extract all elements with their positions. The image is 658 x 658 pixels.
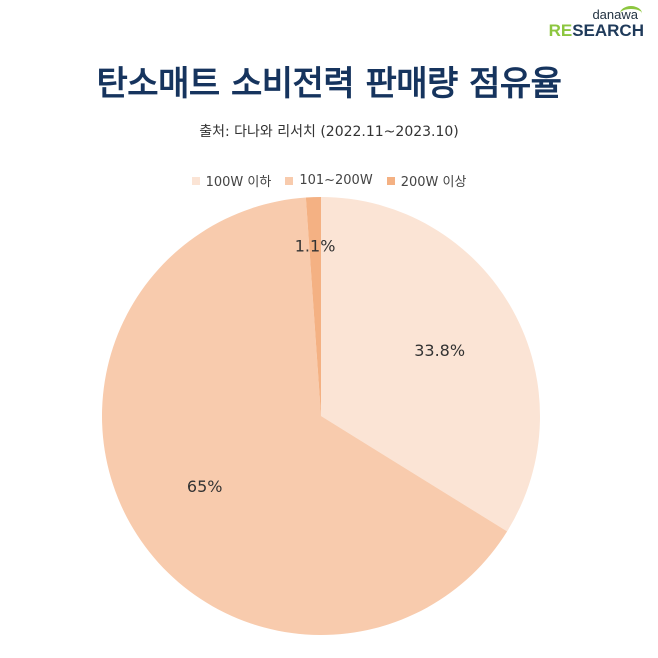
legend-label-2: 200W 이상 (400, 175, 467, 190)
chart-legend: 100W 이하 101~200W 200W 이상 (0, 171, 658, 190)
logo-arc-icon (620, 6, 642, 21)
logo-bottom-text: RESEARCH (544, 22, 644, 39)
legend-label-0: 100W 이하 (205, 175, 272, 190)
danawa-research-logo: danawa RESEARCH (544, 6, 644, 39)
pie-slice-2 (305, 197, 321, 416)
legend-swatch-1 (285, 176, 294, 185)
chart-subtitle: 출처: 다나와 리서치 (2022.11~2023.10) (199, 124, 459, 140)
legend-item-0: 100W 이하 (191, 171, 272, 190)
pie-labels: 33.8% 65% 1.1% (187, 236, 465, 496)
legend-swatch-2 (386, 176, 395, 185)
legend-item-1: 101~200W (285, 171, 373, 190)
logo-search: SEARCH (572, 21, 644, 40)
slice-label-0: 33.8% (414, 341, 465, 360)
slice-label-1: 65% (187, 477, 223, 496)
logo-re: RE (548, 21, 573, 40)
slice-label-2: 1.1% (295, 236, 336, 255)
pie-slices (102, 197, 540, 635)
legend-swatch-0 (191, 176, 200, 185)
pie-slice-0 (321, 197, 540, 532)
legend-item-2: 200W 이상 (386, 171, 467, 190)
chart-title: 탄소매트 소비전력 판매량 점유율 (96, 64, 562, 104)
legend-label-1: 101~200W (299, 173, 373, 188)
pie-slice-1 (102, 197, 508, 635)
